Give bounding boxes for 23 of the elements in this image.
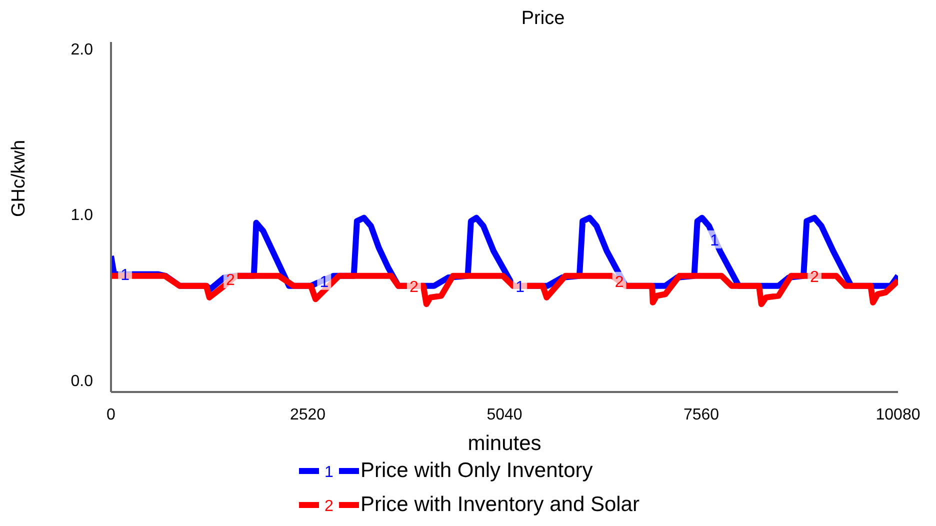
legend-label: Price with Inventory and Solar: [360, 493, 640, 517]
annotation: 2: [810, 268, 820, 286]
x-tick-label: 10080: [876, 406, 920, 424]
y-tick-label: 0.0: [70, 373, 94, 390]
x-axis-title: minutes: [468, 432, 542, 455]
text: 1: [324, 464, 333, 481]
y-axis-title: GHc/kwh: [8, 140, 30, 217]
x-tick-label: 7560: [683, 406, 720, 424]
legend-label: Price with Only Inventory: [360, 459, 593, 483]
y-tick-label: 1.0: [70, 207, 94, 224]
annotation: 1: [120, 267, 130, 284]
x-tick-label: 0: [106, 406, 116, 424]
annotation: 1: [516, 278, 525, 296]
x-tick-label: 5040: [486, 406, 522, 424]
annotation: 2: [226, 272, 235, 290]
annotation: 1: [320, 274, 329, 291]
text: 2: [324, 498, 333, 515]
chart-title: Price: [520, 8, 566, 31]
annotation: 2: [409, 278, 418, 296]
y-tick-label: 2.0: [70, 41, 94, 58]
annotation: 1: [710, 232, 720, 250]
x-tick-label: 2520: [290, 406, 326, 424]
annotation: 2: [614, 274, 624, 291]
